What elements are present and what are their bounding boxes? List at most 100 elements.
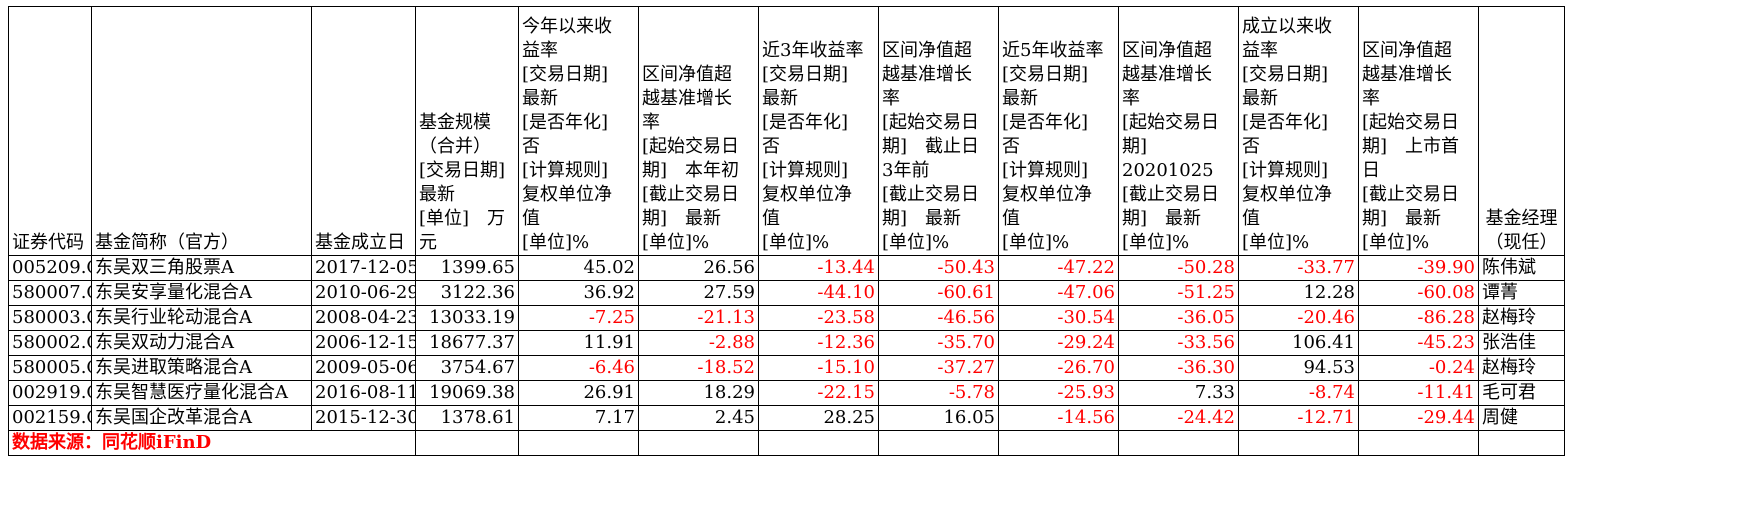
cell-manager: 毛可君 bbox=[1478, 380, 1565, 406]
header-line: 区间净值超 bbox=[882, 40, 972, 61]
header-line: [计算规则] bbox=[1242, 160, 1329, 181]
header-line: 3年前 bbox=[882, 160, 930, 181]
header-line: [交易日期] bbox=[762, 64, 849, 85]
fund-performance-table: 证券代码 基金简称（官方） 基金成立日 基金规模 （合并） [交易日期] 最新 [单位] 万元… bbox=[8, 6, 1565, 456]
header-line: 基金简称（官方） bbox=[95, 232, 239, 253]
cell-3y-return: -23.58 bbox=[758, 305, 879, 331]
header-line: 期] 最新 bbox=[1122, 208, 1202, 229]
cell-inception-date: 2015-12-30 bbox=[311, 405, 416, 431]
header-line: [单位]% bbox=[1362, 232, 1430, 253]
cell-fund-size: 3754.67 bbox=[415, 355, 519, 381]
cell-3y-excess: -50.43 bbox=[878, 255, 999, 281]
cell-manager: 赵梅玲 bbox=[1478, 305, 1565, 331]
header-line: 近3年收益率 bbox=[762, 40, 864, 61]
header-line: 区间净值超 bbox=[642, 64, 732, 85]
table-row: 580002.OF东吴双动力混合A2006-12-1518677.3711.91… bbox=[8, 330, 1565, 356]
cell-inception-date: 2017-12-05 bbox=[311, 255, 416, 281]
table-row: 580005.OF东吴进取策略混合A2009-05-063754.67-6.46… bbox=[8, 355, 1565, 381]
header-line: 基金成立日 bbox=[315, 232, 405, 253]
cell-code: 005209.OF bbox=[8, 255, 92, 281]
header-line: [计算规则] bbox=[522, 160, 609, 181]
cell-inception-date: 2009-05-06 bbox=[311, 355, 416, 381]
header-line: 期] 最新 bbox=[642, 208, 722, 229]
header-line: [是否年化] bbox=[762, 112, 849, 133]
header-line: [起始交易日 bbox=[642, 136, 740, 157]
header-line: [截止交易日 bbox=[1122, 184, 1220, 205]
header-line: 越基准增长 bbox=[1122, 64, 1212, 85]
header-line: [计算规则] bbox=[1002, 160, 1089, 181]
header-line: 率 bbox=[642, 112, 660, 133]
cell-5y-return: -25.93 bbox=[998, 380, 1119, 406]
cell-3y-excess: 16.05 bbox=[878, 405, 999, 431]
header-line: 复权单位净 bbox=[762, 184, 852, 205]
cell-fund-size: 1378.61 bbox=[415, 405, 519, 431]
cell-since-inception-return: -33.77 bbox=[1238, 255, 1359, 281]
header-line: [交易日期] bbox=[522, 64, 609, 85]
empty-cell bbox=[1358, 430, 1479, 456]
header-line: 近5年收益率 bbox=[1002, 40, 1104, 61]
cell-inception-date: 2006-12-15 bbox=[311, 330, 416, 356]
cell-name: 东吴国企改革混合A bbox=[91, 405, 312, 431]
header-line: 否 bbox=[1002, 136, 1020, 157]
cell-3y-excess: -37.27 bbox=[878, 355, 999, 381]
empty-cell bbox=[998, 430, 1119, 456]
header-line: [起始交易日 bbox=[1122, 112, 1220, 133]
cell-5y-return: -29.24 bbox=[998, 330, 1119, 356]
cell-ytd-excess: -2.88 bbox=[638, 330, 759, 356]
header-line: 值 bbox=[522, 208, 540, 229]
cell-3y-excess: -46.56 bbox=[878, 305, 999, 331]
cell-ytd-excess: 26.56 bbox=[638, 255, 759, 281]
cell-3y-excess: -5.78 bbox=[878, 380, 999, 406]
header-line: 基金规模 bbox=[419, 112, 491, 133]
header-line: 值 bbox=[1242, 208, 1260, 229]
cell-fund-size: 1399.65 bbox=[415, 255, 519, 281]
header-line: 越基准增长 bbox=[882, 64, 972, 85]
cell-since-inception-return: -8.74 bbox=[1238, 380, 1359, 406]
cell-3y-return: 28.25 bbox=[758, 405, 879, 431]
header-line: 复权单位净 bbox=[1002, 184, 1092, 205]
column-header-inception-date: 基金成立日 bbox=[311, 6, 416, 256]
column-header-5y-excess: 区间净值超 越基准增长率 [起始交易日 期] 20201025 [截止交易日 期] 最新 [单… bbox=[1118, 6, 1239, 256]
cell-inception-date: 2016-08-11 bbox=[311, 380, 416, 406]
header-line: [单位]% bbox=[882, 232, 950, 253]
cell-code: 580007.OF bbox=[8, 280, 92, 306]
cell-ytd-return: -7.25 bbox=[518, 305, 639, 331]
header-line: 最新 bbox=[522, 88, 558, 109]
cell-ytd-excess: -18.52 bbox=[638, 355, 759, 381]
cell-5y-excess: 7.33 bbox=[1118, 380, 1239, 406]
column-header-name: 基金简称（官方） bbox=[91, 6, 312, 256]
column-header-3y-return: 近3年收益率 [交易日期] 最新 [是否年化] 否 [计算规则] 复权单位净值 [单位]% bbox=[758, 6, 879, 256]
cell-since-inception-return: -12.71 bbox=[1238, 405, 1359, 431]
header-line: 率 bbox=[1362, 88, 1380, 109]
header-line: 区间净值超 bbox=[1122, 40, 1212, 61]
cell-code: 002159.OF bbox=[8, 405, 92, 431]
empty-cell bbox=[1118, 430, 1239, 456]
data-source-note: 数据来源：同花顺iFinD bbox=[8, 430, 416, 456]
cell-3y-return: -22.15 bbox=[758, 380, 879, 406]
empty-cell bbox=[415, 430, 519, 456]
cell-5y-excess: -51.25 bbox=[1118, 280, 1239, 306]
header-line: 值 bbox=[1002, 208, 1020, 229]
column-header-3y-excess: 区间净值超 越基准增长率 [起始交易日 期] 截止日 3年前 [截止交易日 期] 最新 [单位… bbox=[878, 6, 999, 256]
column-header-since-inception-excess: 区间净值超 越基准增长率 [起始交易日 期] 上市首日 [截止交易日 期] 最新 [单位]% bbox=[1358, 6, 1479, 256]
cell-5y-return: -47.06 bbox=[998, 280, 1119, 306]
header-line: [起始交易日 bbox=[882, 112, 980, 133]
cell-code: 580002.OF bbox=[8, 330, 92, 356]
header-line: （合并） bbox=[419, 136, 491, 157]
cell-manager: 张浩佳 bbox=[1478, 330, 1565, 356]
header-line: [交易日期] bbox=[1002, 64, 1089, 85]
header-line: [单位]% bbox=[522, 232, 590, 253]
cell-3y-return: -15.10 bbox=[758, 355, 879, 381]
cell-ytd-return: 26.91 bbox=[518, 380, 639, 406]
header-line: [是否年化] bbox=[522, 112, 609, 133]
header-line: 复权单位净 bbox=[522, 184, 612, 205]
cell-5y-excess: -50.28 bbox=[1118, 255, 1239, 281]
cell-inception-date: 2008-04-23 bbox=[311, 305, 416, 331]
header-line: [单位] 万 bbox=[419, 208, 506, 229]
header-line: 期] bbox=[1122, 136, 1148, 157]
header-line: [截止交易日 bbox=[642, 184, 740, 205]
column-header-code: 证券代码 bbox=[8, 6, 92, 256]
cell-manager: 周健 bbox=[1478, 405, 1565, 431]
cell-since-inception-excess: -0.24 bbox=[1358, 355, 1479, 381]
table-row: 005209.OF东吴双三角股票A2017-12-051399.6545.022… bbox=[8, 255, 1565, 281]
